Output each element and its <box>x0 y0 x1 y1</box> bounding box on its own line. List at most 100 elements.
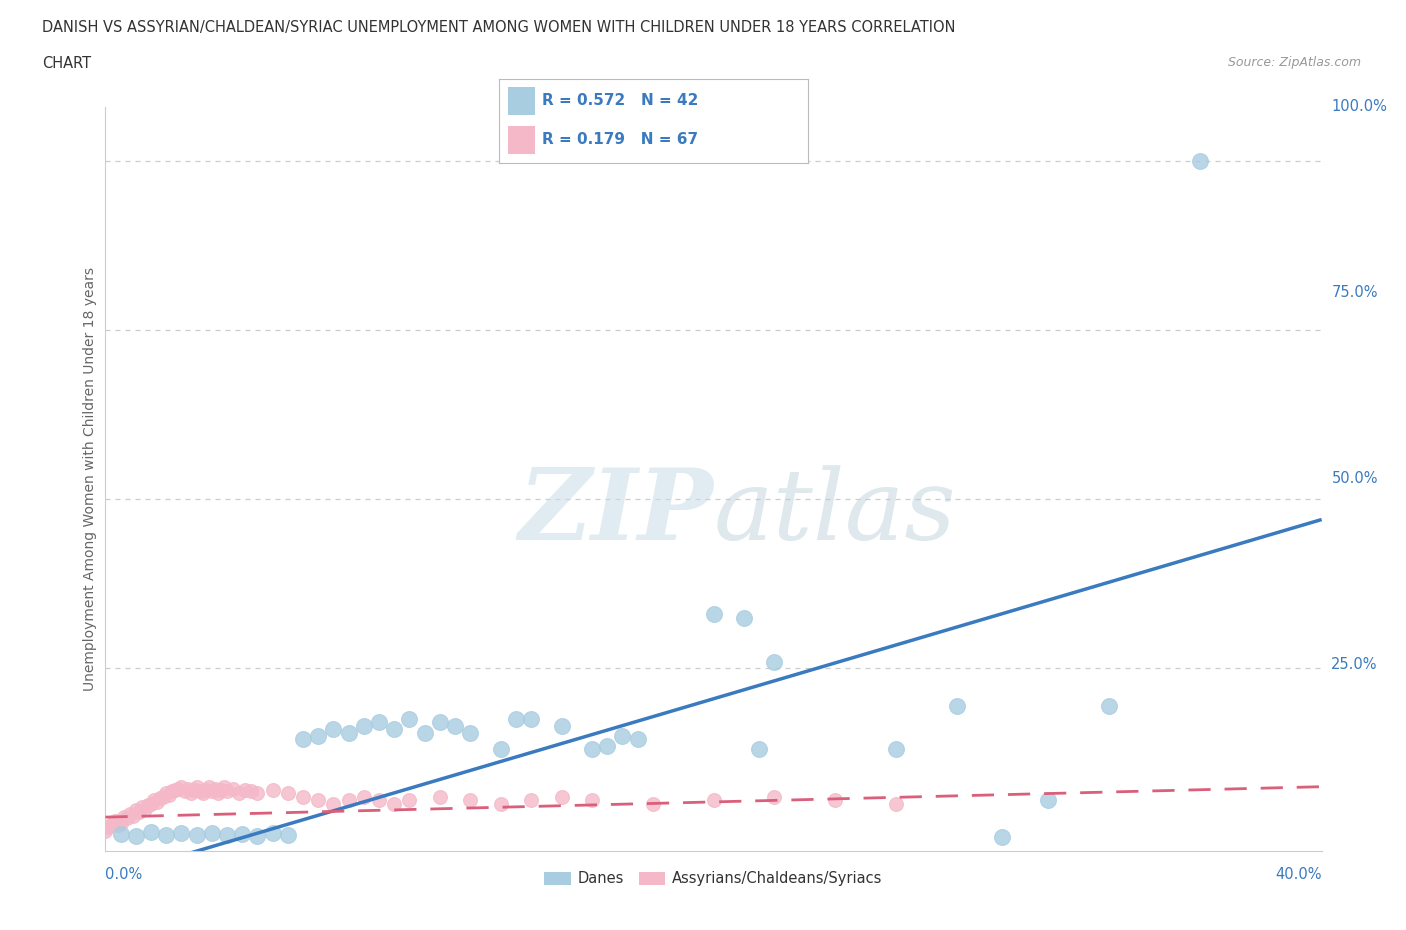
Point <box>176 781 198 796</box>
Point <box>1188 153 1211 168</box>
Point <box>94 823 117 838</box>
Point <box>581 792 603 807</box>
Point <box>884 742 907 757</box>
Point <box>292 732 315 747</box>
Point <box>139 825 162 840</box>
Point <box>115 811 138 826</box>
Point <box>520 792 543 807</box>
Point <box>112 810 135 825</box>
Point <box>262 783 284 798</box>
Point <box>307 728 329 743</box>
Point <box>204 781 226 796</box>
Point <box>157 788 180 803</box>
Text: Source: ZipAtlas.com: Source: ZipAtlas.com <box>1227 56 1361 69</box>
Text: R = 0.572   N = 42: R = 0.572 N = 42 <box>543 93 699 108</box>
Text: 50.0%: 50.0% <box>1331 472 1378 486</box>
Point <box>201 825 224 840</box>
Point <box>945 698 967 713</box>
Text: 75.0%: 75.0% <box>1331 286 1378 300</box>
Point <box>307 792 329 807</box>
Point <box>207 786 229 801</box>
Point <box>429 715 451 730</box>
Point <box>131 800 153 815</box>
Point <box>167 781 190 796</box>
Point <box>458 792 481 807</box>
Point <box>277 786 299 801</box>
Point <box>118 806 141 821</box>
Point <box>489 796 512 811</box>
Point <box>444 718 467 733</box>
Text: 100.0%: 100.0% <box>1331 100 1388 114</box>
Point <box>505 711 527 726</box>
Point <box>217 828 239 843</box>
Point <box>550 718 572 733</box>
Point <box>337 792 360 807</box>
Point <box>162 784 184 799</box>
Point <box>170 826 193 841</box>
Point <box>520 711 543 726</box>
Point <box>155 786 177 801</box>
Point <box>702 606 725 621</box>
Point <box>100 817 122 831</box>
Point <box>152 790 174 804</box>
Bar <box>509 126 534 153</box>
Point <box>702 792 725 807</box>
Point <box>103 813 125 828</box>
Point <box>398 711 420 726</box>
Text: 40.0%: 40.0% <box>1275 868 1322 883</box>
Point <box>733 610 755 625</box>
Point <box>198 779 221 794</box>
Point <box>246 829 269 844</box>
Point <box>262 826 284 841</box>
Y-axis label: Unemployment Among Women with Children Under 18 years: Unemployment Among Women with Children U… <box>83 267 97 691</box>
Legend: Danes, Assyrians/Chaldeans/Syriacs: Danes, Assyrians/Chaldeans/Syriacs <box>538 865 889 892</box>
Point <box>128 804 150 819</box>
Point <box>233 783 256 798</box>
Point <box>884 796 907 811</box>
Point <box>136 798 159 813</box>
Text: CHART: CHART <box>42 56 91 71</box>
Point <box>180 786 202 801</box>
Point <box>125 803 148 817</box>
Point <box>134 802 156 817</box>
Point <box>149 790 172 805</box>
Point <box>1098 698 1121 713</box>
Point <box>110 815 132 830</box>
Point <box>194 783 217 798</box>
Point <box>201 784 224 799</box>
Point <box>222 781 245 796</box>
Point <box>146 795 169 810</box>
Point <box>337 725 360 740</box>
Point <box>824 792 846 807</box>
Point <box>596 738 619 753</box>
Text: atlas: atlas <box>713 465 956 560</box>
Point <box>240 784 263 799</box>
Point <box>322 722 344 737</box>
Text: 25.0%: 25.0% <box>1331 658 1378 672</box>
Text: R = 0.179   N = 67: R = 0.179 N = 67 <box>543 132 699 147</box>
Point <box>991 830 1014 844</box>
Point <box>763 790 786 804</box>
Point <box>322 796 344 811</box>
Point <box>368 792 391 807</box>
Point <box>1036 792 1059 807</box>
Point <box>748 742 770 757</box>
Point <box>641 796 664 811</box>
Point <box>107 817 129 832</box>
Point <box>612 728 634 743</box>
Bar <box>509 87 534 114</box>
Point <box>125 829 148 844</box>
Point <box>382 722 405 737</box>
Point <box>763 654 786 669</box>
Point <box>186 828 208 843</box>
Point <box>139 796 162 811</box>
Point <box>398 792 420 807</box>
Text: DANISH VS ASSYRIAN/CHALDEAN/SYRIAC UNEMPLOYMENT AMONG WOMEN WITH CHILDREN UNDER : DANISH VS ASSYRIAN/CHALDEAN/SYRIAC UNEMP… <box>42 20 956 35</box>
Point <box>143 792 166 807</box>
Point <box>368 715 391 730</box>
Point <box>353 718 375 733</box>
Point <box>209 783 232 798</box>
Point <box>183 783 205 798</box>
Point <box>97 820 120 835</box>
Point <box>429 790 451 804</box>
